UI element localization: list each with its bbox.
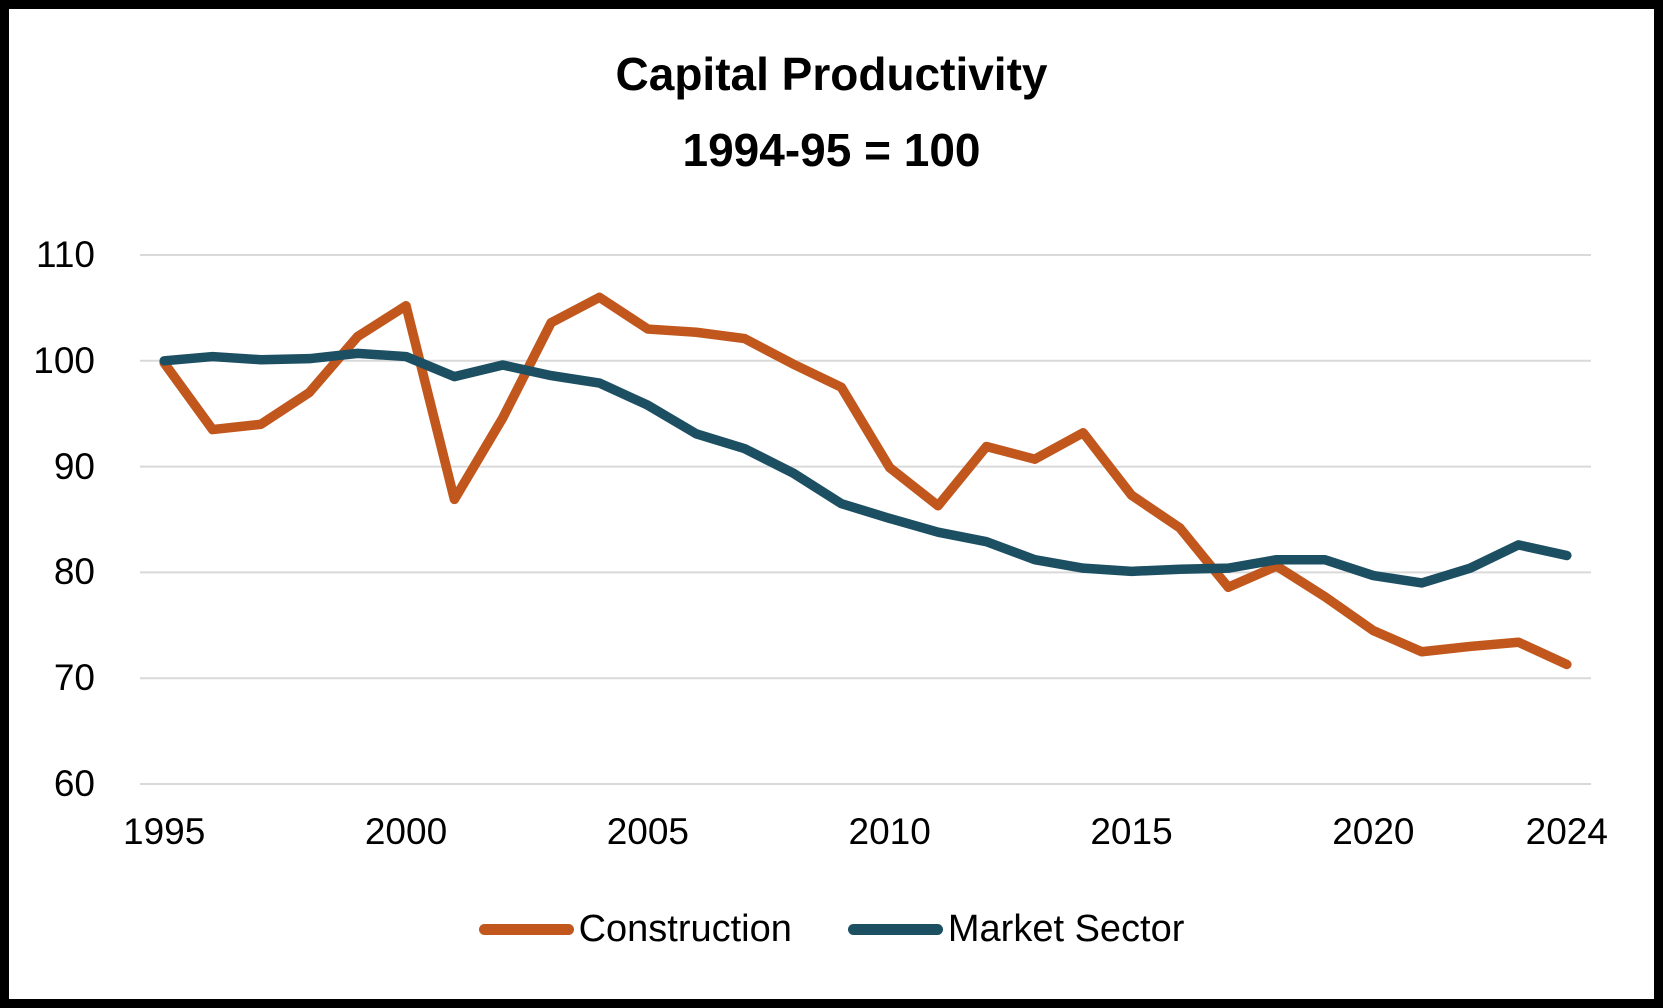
- y-axis-tick-label: 100: [33, 339, 95, 381]
- x-axis-tick-label: 2024: [1525, 811, 1608, 852]
- construction-line-swatch-icon: [478, 924, 574, 935]
- legend: Construction Market Sector: [9, 908, 1654, 951]
- legend-item-market-sector: Market Sector: [847, 908, 1185, 951]
- legend-label-market-sector: Market Sector: [947, 908, 1185, 950]
- chart-title: Capital Productivity: [615, 48, 1048, 100]
- market-sector-line: [159, 348, 1572, 588]
- legend-item-construction: Construction: [478, 908, 792, 951]
- chart-title-block: Capital Productivity 1994-95 = 100: [9, 36, 1654, 188]
- x-axis-tick-label: 2015: [1090, 811, 1173, 852]
- x-axis-tick-label: 2020: [1332, 811, 1415, 852]
- legend-label-construction: Construction: [578, 908, 792, 950]
- y-axis-tick-label: 110: [36, 234, 95, 275]
- construction-line: [159, 292, 1572, 670]
- x-axis-tick-label: 1995: [123, 811, 206, 852]
- y-axis-tick-label: 60: [53, 763, 95, 804]
- y-axis-tick-label: 70: [53, 657, 95, 699]
- plot-area: [140, 254, 1591, 785]
- y-axis-tick-label: 80: [53, 551, 95, 593]
- x-axis-tick-label: 2005: [606, 811, 689, 852]
- x-axis-tick-label: 2010: [848, 811, 931, 852]
- x-axis-tick-label: 2000: [364, 811, 448, 852]
- chart-subtitle: 1994-95 = 100: [682, 124, 981, 176]
- market-sector-line-swatch-icon: [847, 924, 943, 935]
- y-axis-tick-label: 90: [53, 445, 95, 487]
